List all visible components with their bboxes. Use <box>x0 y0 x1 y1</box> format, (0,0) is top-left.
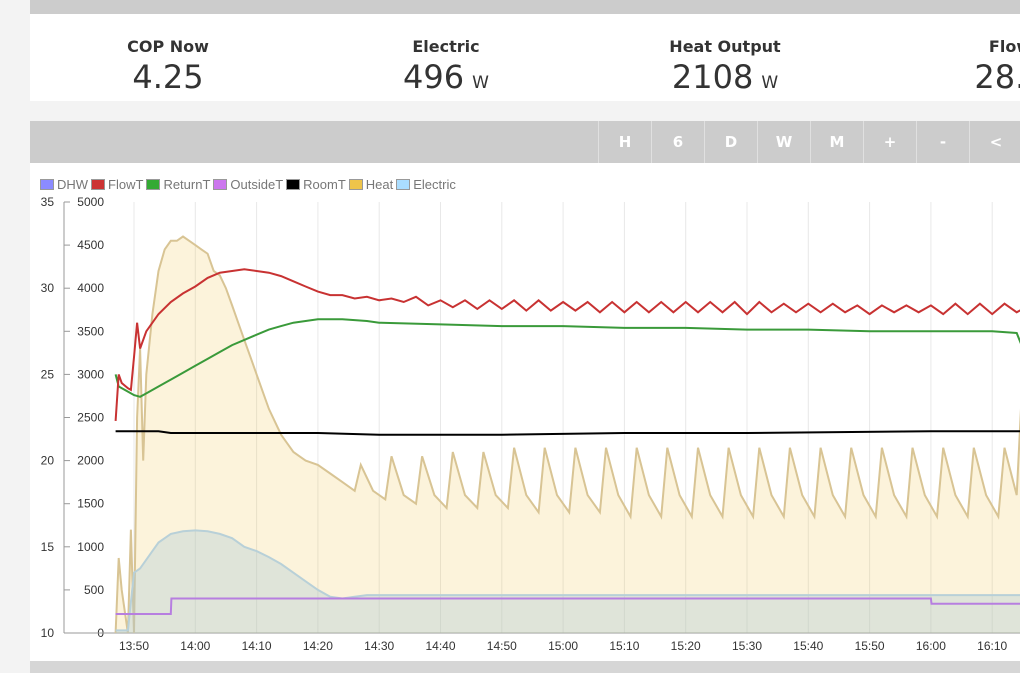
range-month-button[interactable]: M <box>810 121 863 163</box>
power-tick-label: 4500 <box>77 238 104 252</box>
stat-title: Electric <box>412 37 480 56</box>
x-tick-label: 14:20 <box>303 639 333 653</box>
legend-swatch <box>40 178 54 190</box>
power-tick-label: 3000 <box>77 367 104 381</box>
stat-heat-output: Heat Output 2108 W <box>650 14 800 101</box>
legend-flowt[interactable]: FlowT <box>91 177 143 192</box>
zoom-in-button[interactable]: + <box>863 121 916 163</box>
range-6h-button[interactable]: 6 <box>651 121 704 163</box>
stat-title: Flow <box>988 37 1020 56</box>
electric-series-area <box>115 530 1020 633</box>
heat-unit: W <box>761 73 779 93</box>
range-day-button[interactable]: D <box>704 121 757 163</box>
legend-electric[interactable]: Electric <box>396 177 456 192</box>
stat-flow: Flow 28.7 <box>940 14 1020 101</box>
stats-panel: COP Now 4.25 Electric 496 W Heat Output 2… <box>30 14 1020 101</box>
x-tick-label: 13:50 <box>119 639 149 653</box>
temp-tick-label: 25 <box>41 367 55 381</box>
x-tick-label: 15:40 <box>793 639 823 653</box>
x-tick-label: 15:30 <box>732 639 762 653</box>
legend-label: Heat <box>365 176 394 192</box>
zoom-out-button[interactable]: - <box>916 121 969 163</box>
x-tick-label: 16:10 <box>977 639 1007 653</box>
chart-toolbar: H 6 D W M + - < <box>30 121 1020 163</box>
temp-tick-label: 35 <box>41 195 55 209</box>
electric-value: 496 <box>403 58 465 96</box>
power-tick-label: 500 <box>84 583 104 597</box>
cop-value: 4.25 <box>132 58 204 96</box>
stat-title: Heat Output <box>669 37 781 56</box>
range-week-button[interactable]: W <box>757 121 810 163</box>
stat-value: 28.7 <box>940 58 1020 96</box>
heat-series-area <box>115 236 1020 633</box>
legend-swatch <box>213 178 228 190</box>
roomt-series-line <box>115 430 1020 436</box>
heat-value: 2108 <box>671 58 754 96</box>
returnt-series-line <box>114 318 1020 398</box>
legend-swatch <box>286 178 301 190</box>
bottom-bar <box>30 661 1020 673</box>
electric-unit: W <box>472 73 489 93</box>
power-tick-label: 5000 <box>77 195 104 209</box>
legend-roomt[interactable]: RoomT <box>286 177 346 192</box>
legend-label: Electric <box>413 176 456 192</box>
temp-tick-label: 15 <box>41 540 55 554</box>
legend-swatch <box>146 178 161 190</box>
legend-swatch <box>348 178 363 190</box>
legend-dhw[interactable]: DHW <box>40 177 88 192</box>
power-tick-label: 3500 <box>77 324 104 338</box>
x-tick-label: 14:10 <box>242 639 272 653</box>
x-tick-label: 15:20 <box>671 639 701 653</box>
stat-title: COP Now <box>127 37 209 56</box>
legend-label: ReturnT <box>163 176 211 192</box>
stat-value: 4.25 <box>98 58 238 96</box>
flow-value: 28.7 <box>974 58 1020 96</box>
chart-legend: DHW FlowT ReturnT OutsideT RoomT Heat El… <box>40 176 459 192</box>
x-tick-label: 15:00 <box>548 639 578 653</box>
electric-series-line <box>115 529 1020 632</box>
x-tick-label: 14:00 <box>180 639 210 653</box>
legend-returnt[interactable]: ReturnT <box>146 177 210 192</box>
legend-label: OutsideT <box>230 176 284 192</box>
x-tick-label: 16:00 <box>916 639 946 653</box>
heat-series-line <box>114 235 1020 633</box>
plot-area <box>114 235 1020 633</box>
x-tick-label: 15:10 <box>609 639 639 653</box>
outsidet-series-line <box>115 597 1020 615</box>
x-tick-label: 14:40 <box>425 639 455 653</box>
legend-swatch <box>91 178 106 190</box>
legend-label: FlowT <box>108 176 144 192</box>
stat-electric: Electric 496 W <box>376 14 516 101</box>
legend-outsidet[interactable]: OutsideT <box>213 177 283 192</box>
range-hour-button[interactable]: H <box>598 121 651 163</box>
temp-tick-label: 10 <box>41 626 55 640</box>
temp-tick-label: 30 <box>41 281 55 295</box>
x-tick-label: 15:50 <box>855 639 885 653</box>
flowt-series-line <box>114 268 1020 421</box>
power-tick-label: 2000 <box>77 454 104 468</box>
legend-label: DHW <box>57 176 89 192</box>
stat-cop-now: COP Now 4.25 <box>98 14 238 101</box>
x-tick-label: 14:50 <box>487 639 517 653</box>
stat-value: 2108 W <box>650 58 800 96</box>
stat-value: 496 W <box>376 58 516 96</box>
top-header-bar <box>30 0 1020 14</box>
legend-label: RoomT <box>303 176 346 192</box>
legend-heat[interactable]: Heat <box>348 176 394 192</box>
legend-swatch <box>396 178 411 190</box>
x-tick-label: 14:30 <box>364 639 394 653</box>
power-tick-label: 1000 <box>77 540 104 554</box>
temp-tick-label: 20 <box>41 454 55 468</box>
pan-left-button[interactable]: < <box>969 121 1020 163</box>
power-tick-label: 4000 <box>77 281 104 295</box>
power-tick-label: 1500 <box>77 497 104 511</box>
power-tick-label: 2500 <box>77 411 104 425</box>
